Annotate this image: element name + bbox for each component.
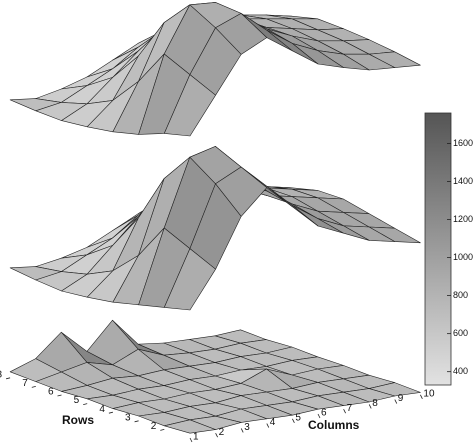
- y-tick: [160, 429, 165, 431]
- x-tick-label: 6: [321, 408, 327, 419]
- colorbar-tick-label: 800: [453, 290, 468, 300]
- y-tick: [31, 386, 36, 388]
- x-tick-label: 9: [398, 393, 404, 404]
- colorbar-tick-label: 1000: [453, 252, 473, 262]
- y-tick: [57, 394, 62, 397]
- x-tick: [189, 437, 193, 443]
- colorbar-tick-label: 1200: [453, 214, 473, 224]
- x-tick: [240, 428, 244, 433]
- x-tick: [368, 404, 372, 409]
- colorbar-tick-label: 1600: [453, 138, 473, 148]
- surface-patch: [164, 248, 216, 311]
- y-tick-label: 7: [22, 378, 28, 389]
- colorbar-tick-label: 600: [453, 328, 468, 338]
- y-tick-label: 3: [125, 412, 131, 423]
- surface-patch: [164, 74, 216, 137]
- x-tick: [394, 399, 398, 404]
- x-tick-label: 5: [295, 412, 301, 423]
- x-tick-label: 8: [372, 398, 378, 409]
- axes: 1 2 3 4 5 6 7 8 9 10 2 3 4 5 6 7 8: [0, 369, 435, 442]
- x-tick-label: 4: [270, 417, 276, 428]
- x-tick: [317, 413, 321, 419]
- y-tick: [6, 377, 11, 380]
- y-tick: [108, 411, 113, 414]
- y-axis-title: Rows: [62, 413, 94, 427]
- y-tick-label: 2: [151, 421, 157, 432]
- y-tick-label: 6: [48, 387, 54, 398]
- x-tick: [343, 409, 346, 414]
- x-tick: [420, 394, 423, 399]
- colorbar-tick-label: 1400: [453, 176, 473, 186]
- y-tick-label: 5: [74, 395, 80, 406]
- x-tick-label: 10: [423, 388, 435, 399]
- y-tick: [134, 420, 139, 423]
- x-tick: [215, 433, 218, 438]
- x-tick-label: 1: [193, 432, 199, 443]
- y-tick: [83, 403, 88, 405]
- x-tick: [292, 418, 295, 423]
- surface-patch: [164, 419, 216, 434]
- x-tick: [266, 423, 270, 428]
- y-tick-label: 8: [0, 369, 3, 380]
- x-axis-title: Columns: [308, 418, 360, 432]
- y-tick-label: 4: [99, 404, 105, 415]
- surfaces: [9, 2, 421, 434]
- colorbar: [424, 112, 452, 386]
- x-tick-label: 7: [347, 403, 353, 414]
- x-tick-label: 3: [244, 422, 250, 433]
- x-tick-label: 2: [219, 427, 225, 438]
- colorbar-tick-label: 400: [453, 366, 468, 376]
